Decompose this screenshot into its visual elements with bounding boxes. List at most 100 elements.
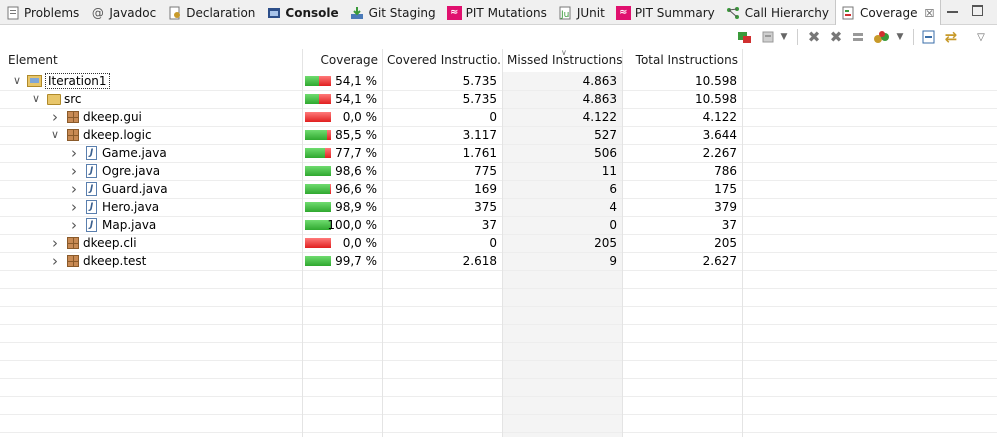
relaunch-coverage-icon[interactable] <box>736 29 754 45</box>
chevron-right-icon[interactable]: › <box>52 252 58 270</box>
table-row[interactable]: › J Guard.java 96,6 % 169 6 175 <box>0 180 997 198</box>
remove-session-icon[interactable]: ✖ <box>807 28 821 46</box>
coverage-percent: 0,0 % <box>342 236 377 250</box>
coverage-bar <box>305 94 331 104</box>
table-row[interactable]: ∨ dkeep.logic 85,5 % 3.117 527 3.644 <box>0 126 997 144</box>
element-cell: › dkeep.cli <box>44 234 296 252</box>
element-name: Game.java <box>102 146 167 160</box>
tab-pit-mutations[interactable]: ≈ PIT Mutations <box>442 0 553 25</box>
row-divider <box>0 360 997 361</box>
coverage-bar-covered <box>305 130 327 140</box>
column-divider <box>302 49 303 437</box>
header-missed-instructions[interactable]: Missed Instructions <box>507 53 622 67</box>
element-cell: › J Ogre.java <box>63 162 296 180</box>
chevron-down-icon[interactable]: ∨ <box>31 92 41 105</box>
session-dropdown-chevron-icon[interactable]: ▼ <box>780 32 788 42</box>
element-name: src <box>64 92 82 106</box>
total-instructions: 3.644 <box>702 128 737 142</box>
table-row[interactable]: › dkeep.test 99,7 % 2.618 9 2.627 <box>0 252 997 270</box>
coverage-bar-missed <box>305 238 331 248</box>
tab-coverage[interactable]: Coverage ☒ <box>834 0 942 26</box>
chevron-right-icon[interactable]: › <box>52 234 58 252</box>
table-row[interactable]: › J Game.java 77,7 % 1.761 506 2.267 <box>0 144 997 162</box>
row-divider <box>0 414 997 415</box>
tab-junit[interactable]: Ju JUnit <box>553 0 611 25</box>
toolbar-separator <box>913 29 914 45</box>
coverage-bar <box>305 220 331 230</box>
coverage-percent: 77,7 % <box>335 146 377 160</box>
chevron-down-icon[interactable]: ∨ <box>12 74 22 87</box>
column-divider <box>622 49 623 437</box>
header-total-instructions[interactable]: Total Instructions <box>635 53 738 67</box>
counters-dropdown-chevron-icon[interactable]: ▼ <box>896 32 904 42</box>
header-coverage[interactable]: Coverage <box>320 53 379 67</box>
source-folder-icon <box>46 92 61 107</box>
tab-console[interactable]: Console <box>261 0 344 25</box>
row-divider <box>0 198 997 199</box>
total-instructions: 786 <box>714 164 737 178</box>
tab-problems[interactable]: Problems <box>0 0 85 25</box>
covered-instructions: 0 <box>489 236 497 250</box>
header-element[interactable]: Element <box>8 53 58 67</box>
total-instructions: 2.627 <box>702 254 737 268</box>
column-divider <box>742 49 743 437</box>
tab-call-hierarchy[interactable]: Call Hierarchy <box>721 0 835 25</box>
table-row[interactable]: › J Map.java 100,0 % 37 0 37 <box>0 216 997 234</box>
row-divider <box>0 270 997 271</box>
table-row[interactable]: › dkeep.cli 0,0 % 0 205 205 <box>0 234 997 252</box>
row-divider <box>0 432 997 433</box>
table-row[interactable]: › J Hero.java 98,9 % 375 4 379 <box>0 198 997 216</box>
chevron-right-icon[interactable]: › <box>71 162 77 180</box>
tab-label: Git Staging <box>368 5 436 20</box>
covered-instructions: 5.735 <box>462 74 497 88</box>
coverage-bar <box>305 238 331 248</box>
covered-instructions: 0 <box>489 110 497 124</box>
row-divider <box>0 306 997 307</box>
chevron-down-icon[interactable]: ∨ <box>50 128 60 141</box>
link-with-editor-icon[interactable]: ⇄ <box>944 28 958 46</box>
tab-label: PIT Mutations <box>465 5 547 20</box>
coverage-bar-covered <box>305 256 331 266</box>
declaration-icon <box>167 5 182 20</box>
element-name: dkeep.cli <box>83 236 137 250</box>
select-counters-icon[interactable] <box>873 29 891 45</box>
element-name: dkeep.test <box>83 254 147 268</box>
collapse-all-icon[interactable] <box>920 29 938 45</box>
java-file-icon: J <box>84 182 99 197</box>
tab-declaration[interactable]: Declaration <box>162 0 261 25</box>
coverage-bar <box>305 202 331 212</box>
merge-sessions-icon[interactable] <box>850 29 868 45</box>
tab-git-staging[interactable]: Git Staging <box>345 0 442 25</box>
covered-instructions: 2.618 <box>462 254 497 268</box>
chevron-right-icon[interactable]: › <box>71 144 77 162</box>
covered-instructions: 37 <box>481 218 497 232</box>
remove-all-sessions-icon[interactable]: ✖ <box>829 28 843 46</box>
table-row[interactable]: › J Ogre.java 98,6 % 775 11 786 <box>0 162 997 180</box>
table-row[interactable]: › dkeep.gui 0,0 % 0 4.122 4.122 <box>0 108 997 126</box>
tab-pit-summary[interactable]: ≈ PIT Summary <box>611 0 721 25</box>
coverage-percent: 54,1 % <box>335 74 377 88</box>
element-name: Map.java <box>102 218 157 232</box>
minimize-icon[interactable] <box>947 5 958 13</box>
view-menu-icon[interactable]: ▽ <box>977 31 985 43</box>
coverage-bar <box>305 112 331 122</box>
coverage-session-icon[interactable] <box>760 29 778 45</box>
row-divider <box>0 180 997 181</box>
total-instructions: 379 <box>714 200 737 214</box>
tab-javadoc[interactable]: @ Javadoc <box>85 0 162 25</box>
chevron-right-icon[interactable]: › <box>71 198 77 216</box>
table-row[interactable]: ∨ Iteration1 54,1 % 5.735 4.863 10.598 <box>0 72 997 90</box>
chevron-right-icon[interactable]: › <box>52 108 58 126</box>
maximize-icon[interactable] <box>972 5 983 16</box>
total-instructions: 37 <box>721 218 737 232</box>
element-cell: › dkeep.gui <box>44 108 296 126</box>
coverage-bar <box>305 130 331 140</box>
element-name: dkeep.gui <box>83 110 142 124</box>
close-icon[interactable]: ☒ <box>924 6 935 20</box>
chevron-right-icon[interactable]: › <box>71 216 77 234</box>
tab-list: Problems @ Javadoc Declaration Console Git St… <box>0 0 942 26</box>
chevron-right-icon[interactable]: › <box>71 180 77 198</box>
row-divider <box>0 324 997 325</box>
table-row[interactable]: ∨ src 54,1 % 5.735 4.863 10.598 <box>0 90 997 108</box>
header-covered-instructions[interactable]: Covered Instructio... <box>387 53 502 67</box>
